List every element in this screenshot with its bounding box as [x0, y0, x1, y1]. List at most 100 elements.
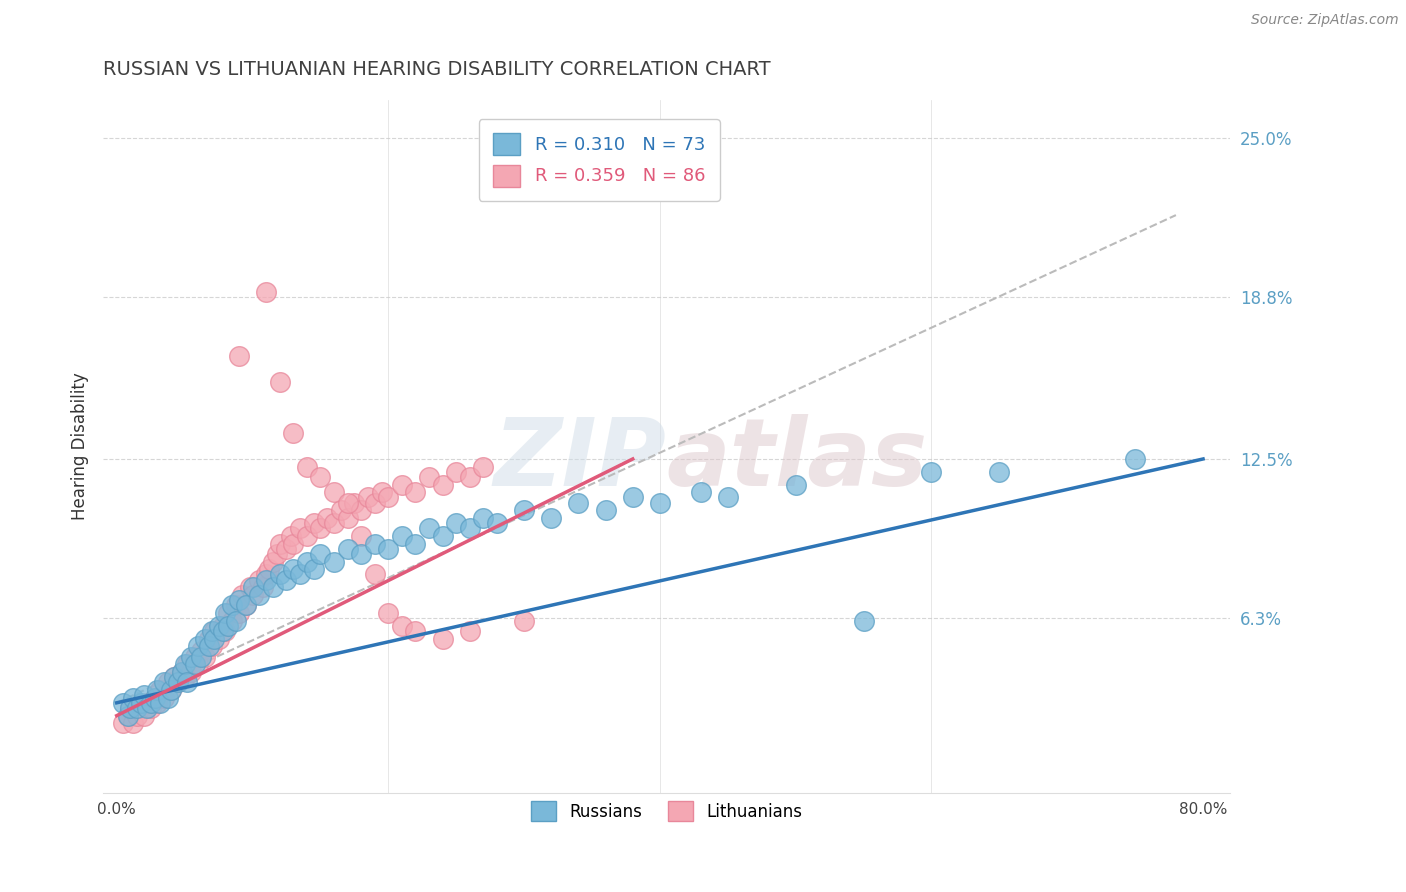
Point: [283, 562, 305, 576]
Point: [785, 477, 807, 491]
Point: [211, 619, 233, 633]
Point: [329, 503, 352, 517]
Point: [266, 547, 288, 561]
Point: [143, 690, 166, 705]
Point: [217, 606, 239, 620]
Point: [235, 599, 257, 613]
Point: [540, 511, 562, 525]
Point: [432, 477, 454, 491]
Point: [194, 649, 217, 664]
Point: [173, 670, 195, 684]
Point: [143, 690, 166, 705]
Point: [377, 541, 399, 556]
Point: [247, 588, 270, 602]
Point: [163, 670, 186, 684]
Point: [204, 624, 226, 638]
Point: [228, 606, 250, 620]
Point: [201, 624, 224, 638]
Point: [120, 701, 142, 715]
Point: [149, 683, 172, 698]
Point: [207, 632, 229, 646]
Point: [132, 688, 155, 702]
Point: [276, 573, 298, 587]
Point: [187, 640, 209, 654]
Point: [252, 580, 274, 594]
Point: [135, 696, 157, 710]
Point: [153, 690, 176, 705]
Point: [377, 491, 399, 505]
Point: [364, 567, 387, 582]
Point: [173, 657, 195, 672]
Point: [276, 541, 298, 556]
Point: [717, 491, 740, 505]
Point: [283, 426, 305, 441]
Point: [364, 536, 387, 550]
Point: [458, 470, 481, 484]
Point: [269, 567, 291, 582]
Point: [176, 657, 198, 672]
Point: [309, 547, 332, 561]
Point: [262, 580, 284, 594]
Point: [146, 696, 169, 710]
Text: RUSSIAN VS LITHUANIAN HEARING DISABILITY CORRELATION CHART: RUSSIAN VS LITHUANIAN HEARING DISABILITY…: [103, 60, 770, 78]
Point: [129, 696, 152, 710]
Point: [163, 670, 186, 684]
Point: [198, 640, 221, 654]
Point: [201, 640, 224, 654]
Point: [160, 683, 183, 698]
Point: [149, 696, 172, 710]
Point: [458, 624, 481, 638]
Point: [204, 632, 226, 646]
Point: [157, 675, 180, 690]
Point: [180, 649, 202, 664]
Point: [242, 580, 264, 594]
Point: [404, 536, 426, 550]
Point: [117, 708, 139, 723]
Point: [288, 521, 311, 535]
Point: [125, 708, 148, 723]
Point: [120, 701, 142, 715]
Point: [269, 536, 291, 550]
Point: [444, 465, 467, 479]
Point: [336, 495, 359, 509]
Point: [513, 614, 536, 628]
Point: [1123, 452, 1146, 467]
Point: [170, 665, 193, 679]
Point: [211, 624, 233, 638]
Point: [357, 491, 380, 505]
Point: [139, 701, 162, 715]
Point: [391, 619, 413, 633]
Point: [146, 683, 169, 698]
Point: [228, 349, 250, 363]
Point: [180, 665, 202, 679]
Point: [157, 690, 180, 705]
Point: [184, 657, 207, 672]
Point: [254, 573, 277, 587]
Point: [336, 511, 359, 525]
Point: [370, 485, 392, 500]
Point: [418, 521, 440, 535]
Legend: Russians, Lithuanians: Russians, Lithuanians: [520, 789, 814, 833]
Point: [132, 708, 155, 723]
Point: [257, 562, 280, 576]
Text: Source: ZipAtlas.com: Source: ZipAtlas.com: [1251, 13, 1399, 28]
Point: [139, 696, 162, 710]
Point: [198, 632, 221, 646]
Point: [225, 614, 247, 628]
Point: [228, 593, 250, 607]
Point: [391, 477, 413, 491]
Point: [404, 485, 426, 500]
Point: [350, 529, 373, 543]
Point: [295, 555, 318, 569]
Point: [129, 701, 152, 715]
Point: [350, 547, 373, 561]
Point: [988, 465, 1011, 479]
Point: [153, 675, 176, 690]
Point: [217, 619, 239, 633]
Point: [472, 459, 495, 474]
Point: [187, 657, 209, 672]
Point: [323, 485, 346, 500]
Point: [302, 562, 325, 576]
Point: [242, 588, 264, 602]
Point: [444, 516, 467, 530]
